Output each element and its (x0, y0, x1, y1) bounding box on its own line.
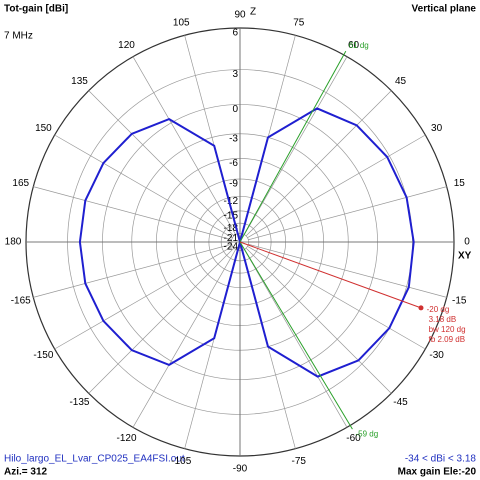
max-gain: Max gain Ele:-20 (398, 467, 477, 478)
angle-label: 75 (293, 17, 305, 28)
grid-spoke (247, 134, 426, 238)
angle-label: 60 (348, 40, 360, 51)
r-tick-label: -3 (229, 133, 238, 144)
range-text: -34 < dBi < 3.18 (405, 454, 477, 465)
angle-label: 150 (35, 123, 52, 134)
grid-spoke (54, 246, 233, 350)
angle-label: 180 (5, 237, 22, 248)
angle-label: 165 (12, 178, 29, 189)
angle-label: 90 (234, 10, 246, 21)
angle-label: 135 (71, 76, 88, 87)
grid-spoke (245, 90, 392, 237)
angle-label: 120 (118, 40, 135, 51)
r-tick-label: -6 (229, 158, 238, 169)
angle-label: -150 (33, 350, 53, 361)
r-tick-label: 0 (232, 104, 238, 115)
angle-label: -90 (233, 464, 248, 475)
grid-spoke (33, 186, 232, 241)
r-tick-label: -15 (224, 211, 239, 222)
cursor-line (239, 50, 347, 243)
angle-label: 30 (431, 123, 443, 134)
xy-label: XY (458, 251, 472, 262)
cursor-info: bw 120 dg (429, 325, 466, 334)
r-tick-label: 6 (232, 28, 238, 39)
angle-label: -165 (11, 295, 31, 306)
grid-spoke (132, 56, 236, 235)
angle-label: -105 (171, 456, 191, 467)
angle-label: 45 (395, 76, 407, 87)
pattern-line (78, 107, 415, 378)
cursor-label: -59 dg (356, 429, 379, 438)
angle-label: -75 (292, 456, 307, 467)
chart-subtitle: Vertical plane (412, 4, 477, 15)
grid-spoke (248, 186, 447, 241)
r-tick-label: -24 (224, 242, 239, 253)
cursor-label: -20 dg (427, 305, 450, 314)
r-tick-label: -21 (224, 233, 239, 244)
angle-label: 15 (454, 178, 466, 189)
r-tick-label: -18 (224, 223, 239, 234)
cursor-line (239, 241, 353, 430)
angle-label: -135 (69, 397, 89, 408)
angle-label: -120 (116, 433, 136, 444)
grid-spoke (247, 246, 426, 350)
z-label: Z (250, 7, 256, 18)
cursor-info: fb 2.09 dB (429, 335, 465, 344)
grid-spoke (244, 56, 348, 235)
grid-spoke (88, 90, 235, 237)
grid-spoke (54, 134, 233, 238)
cursor-label: 61 dg (349, 41, 369, 50)
grid-spoke (132, 249, 236, 428)
grid-spoke (244, 249, 348, 428)
angle-label: -15 (452, 295, 467, 306)
angle-label: -60 (346, 433, 361, 444)
grid-spoke (245, 247, 392, 394)
grid-spoke (33, 243, 232, 298)
chart-title: Tot-gain [dBi] (4, 4, 68, 15)
cursor-dot (418, 305, 424, 311)
angle-label: -30 (429, 350, 444, 361)
r-tick-label: 3 (232, 69, 238, 80)
grid-spoke (248, 243, 447, 298)
cursor-info: 3.18 dB (429, 315, 457, 324)
r-tick-label: -12 (224, 196, 239, 207)
file-name: Hilo_largo_EL_Lvar_CP025_EA4FSI.out (4, 454, 185, 465)
grid-spoke (88, 247, 235, 394)
frequency: 7 MHz (4, 31, 33, 42)
angle-label: -45 (393, 397, 408, 408)
azimuth: Azi.= 312 (4, 467, 48, 478)
angle-label: 105 (173, 17, 190, 28)
angle-label: 0 (464, 237, 470, 248)
r-tick-label: -9 (229, 179, 238, 190)
cursor-line (239, 241, 422, 309)
